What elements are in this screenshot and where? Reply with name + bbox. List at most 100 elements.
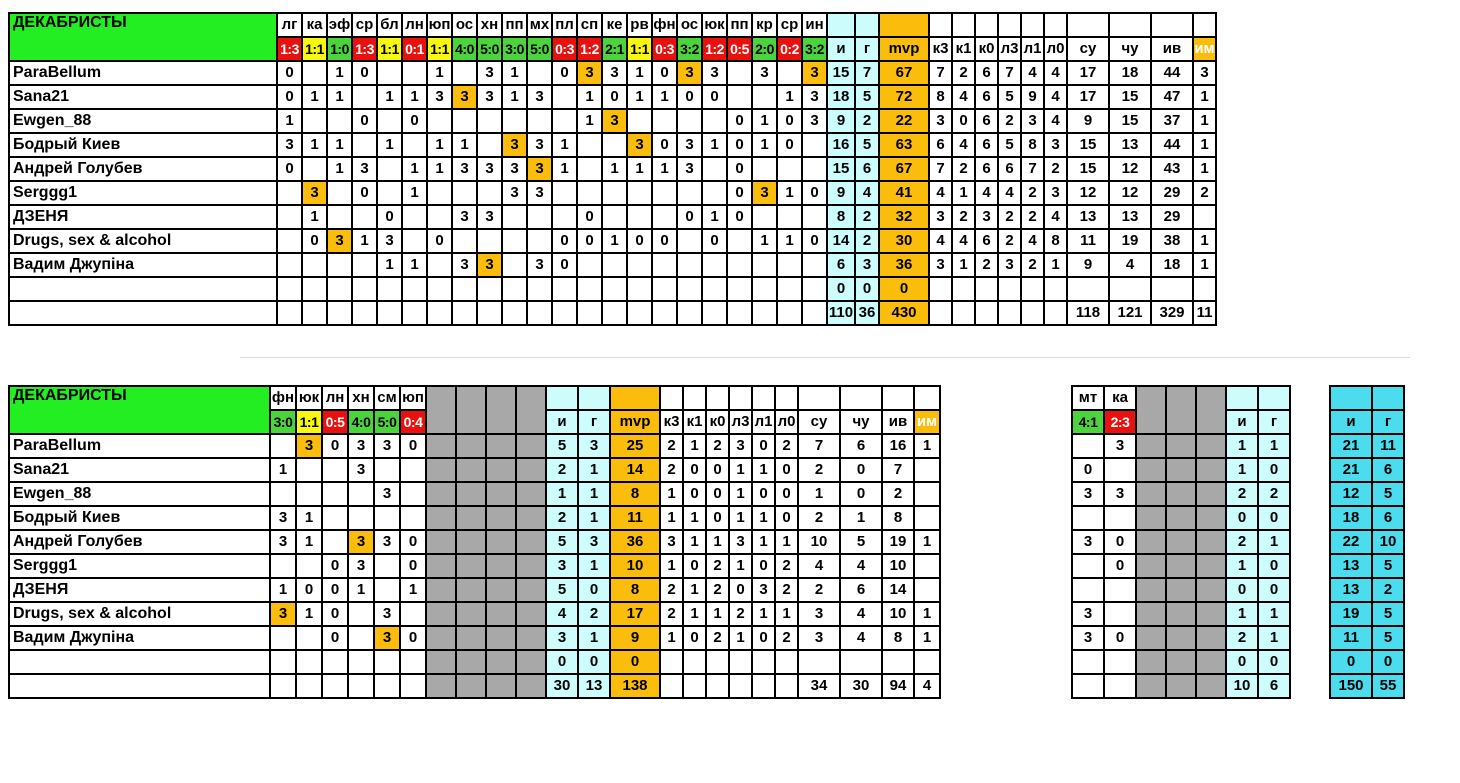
game-points [373,577,401,603]
stat-header-2 [878,12,930,38]
gray-spacer [515,529,547,555]
total-cell [601,300,628,326]
gray-spacer [455,457,487,483]
game-points: 0 [399,625,427,651]
gray-spacer [485,625,517,651]
stat-value: 8 [609,577,661,603]
stat-value: 3 [545,553,579,579]
game-points: 3 [476,60,503,86]
game-points: 0 [321,433,349,459]
game-points [276,204,303,230]
empty-cell [501,276,528,302]
game-points [676,180,703,206]
game-points [276,180,303,206]
total-stat: 11 [1192,300,1217,326]
game-code: ка [1103,385,1137,411]
game-points: 3 [526,84,553,110]
game-points: 1 [501,84,528,110]
total-stat: 6 [1257,673,1291,699]
stat-value: 7 [797,433,841,459]
stat-value: 1 [728,505,753,531]
stat-value: 36 [609,529,661,555]
stat-value: 0 [1257,505,1291,531]
stat-value [913,505,941,531]
game-points: 3 [269,601,297,627]
stat-value: 2 [1225,625,1259,651]
game-score: 5:0 [373,409,401,435]
game-points [601,132,628,158]
stat-value: 6 [928,132,953,158]
game-score: 2:1 [601,36,628,62]
stat-value: 13 [1108,132,1152,158]
game-points: 3 [426,84,453,110]
empty-stat [997,276,1022,302]
stat-value: 1 [913,601,941,627]
game-points [399,481,427,507]
stat-value: 15 [1066,132,1110,158]
gray-spacer [485,601,517,627]
stat-value: 1 [913,625,941,651]
game-points: 1 [301,204,328,230]
total-cell [347,673,375,699]
empty-cell [1103,649,1137,675]
gray-spacer [485,457,517,483]
player-name: ДЗЕНЯ [8,204,278,230]
player-name: ParaBellum [8,433,271,459]
empty-stat [1020,276,1045,302]
stat-header-8 [1043,12,1068,38]
stat-value: 2 [705,433,730,459]
stat-header: им [913,409,941,435]
stat-value: 1 [751,529,776,555]
stat-value: 1 [728,553,753,579]
game-points [351,204,378,230]
game-score: 2:3 [1103,409,1137,435]
empty-cell [701,276,728,302]
stat-value: 9 [826,108,856,134]
stat-value: 1 [1257,529,1291,555]
game-points [1071,433,1105,459]
game-points [476,108,503,134]
stat-value: 7 [881,457,915,483]
stat-value: 1 [659,505,684,531]
stat-value: 14 [826,228,856,254]
stat-value: 8 [928,84,953,110]
stat-value: 2 [659,601,684,627]
game-points [426,108,453,134]
game-points: 0 [351,60,378,86]
game-points: 3 [373,625,401,651]
game-points: 1 [426,132,453,158]
stat-header-5 [705,385,730,411]
stat-value: 1 [728,457,753,483]
game-points: 0 [276,60,303,86]
stat-value: 3 [854,252,880,278]
gray-spacer [1165,601,1197,627]
empty-name [8,649,271,675]
total-stat [997,300,1022,326]
game-points: 0 [726,132,753,158]
game-points [326,204,353,230]
game-points: 1 [301,132,328,158]
stat-value: 16 [881,433,915,459]
gray-spacer [455,433,487,459]
player-name: Бодрый Киев [8,505,271,531]
game-points: 1 [269,457,297,483]
stat-value: 2 [659,577,684,603]
game-points: 0 [276,156,303,182]
empty-stat: 0 [878,276,930,302]
game-points: 3 [347,433,375,459]
total-stat: 4 [913,673,941,699]
game-points: 1 [601,156,628,182]
player-name: Drugs, sex & alcohol [8,601,271,627]
totals-value: 12 [1329,481,1373,507]
stat-value: 0 [774,481,799,507]
stat-value: 4 [1043,108,1068,134]
gray-spacer [1165,625,1197,651]
gray-spacer [455,385,487,435]
stat-header-10 [1108,12,1152,38]
game-points [801,252,828,278]
stat-header-0 [545,385,579,411]
stat-value: 0 [705,481,730,507]
game-points [373,457,401,483]
game-points [347,601,375,627]
game-code: пп [726,12,753,38]
